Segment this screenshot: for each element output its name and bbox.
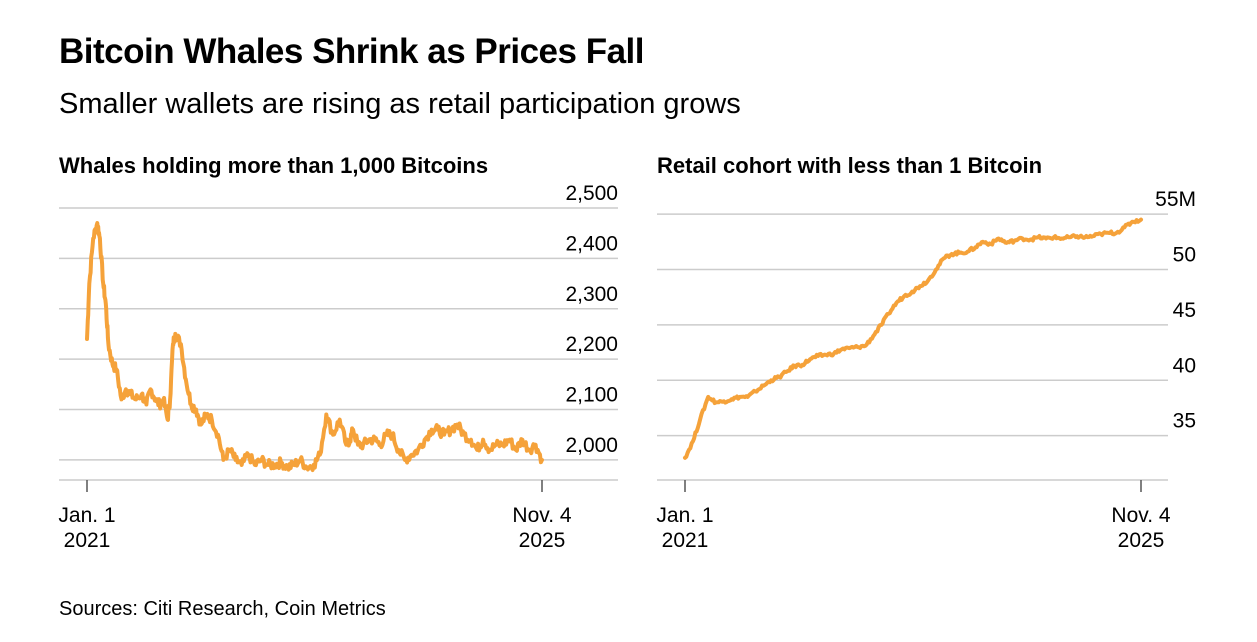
- chart-title: Bitcoin Whales Shrink as Prices Fall: [59, 32, 644, 71]
- y-tick-label: 2,400: [565, 232, 618, 255]
- series-line: [683, 217, 1143, 460]
- x-tick-label: Jan. 1: [656, 504, 713, 527]
- y-tick-label: 50: [1173, 243, 1196, 266]
- x-tick-label: Jan. 1: [58, 504, 115, 527]
- x-tick-label: 2025: [519, 529, 566, 552]
- y-tick-label: 55M: [1155, 188, 1196, 211]
- x-tick-label: 2025: [1118, 529, 1165, 552]
- whales-chart: 2,000 2,100 2,200 2,300 2,400 2,500 Jan. 12021…: [58, 182, 618, 552]
- series-line: [85, 221, 544, 472]
- source-note: Sources: Citi Research, Coin Metrics: [59, 598, 386, 620]
- x-tick-label: Nov. 4: [512, 504, 571, 527]
- y-tick-label: 2,200: [565, 333, 618, 356]
- whales-panel-title: Whales holding more than 1,000 Bitcoins: [59, 153, 489, 178]
- x-tick-label: 2021: [64, 529, 111, 552]
- y-tick-label: 2,100: [565, 383, 618, 406]
- y-tick-label: 2,300: [565, 283, 618, 306]
- chart-subtitle: Smaller wallets are rising as retail par…: [59, 88, 741, 120]
- x-tick-label: 2021: [662, 529, 709, 552]
- retail-panel-title: Retail cohort with less than 1 Bitcoin: [657, 153, 1043, 178]
- y-tick-label: 2,000: [565, 434, 618, 457]
- y-tick-label: 35: [1173, 410, 1196, 433]
- y-tick-label: 45: [1173, 299, 1196, 322]
- y-tick-label: 40: [1173, 354, 1196, 377]
- y-tick-label: 2,500: [565, 182, 618, 205]
- x-tick-label: Nov. 4: [1111, 504, 1170, 527]
